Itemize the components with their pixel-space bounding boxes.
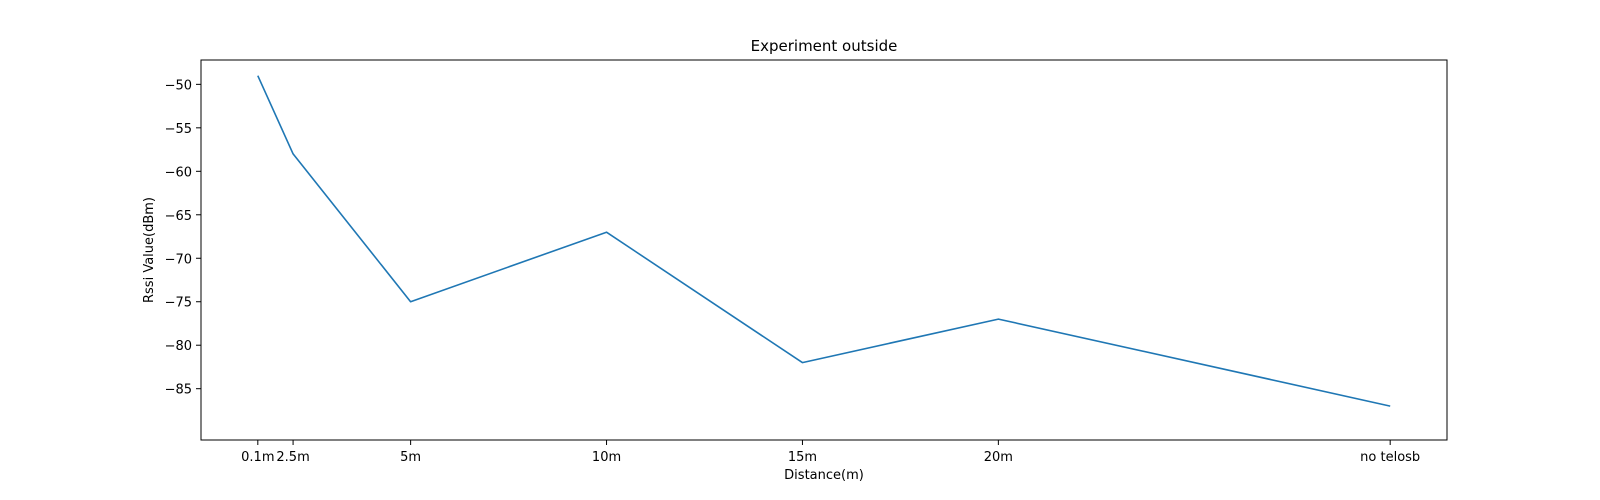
chart-title: Experiment outside — [751, 37, 898, 55]
y-tick-label: −50 — [165, 78, 192, 93]
data-point — [802, 362, 803, 363]
x-tick-label: 2.5m — [276, 450, 309, 465]
y-tick-label: −60 — [165, 165, 192, 180]
data-point — [293, 153, 294, 154]
x-axis: 0.1m 2.5m 5m 10m 15m 20m no telosb — [241, 440, 1420, 465]
y-tick-label: −65 — [165, 209, 192, 224]
y-tick-label: −70 — [165, 252, 192, 267]
x-tick-label: 10m — [592, 450, 621, 465]
series-group — [257, 75, 1391, 407]
x-tick-label: 15m — [788, 450, 817, 465]
y-axis-title: Rssi Value(dBm) — [142, 197, 157, 303]
x-tick-label: 5m — [400, 450, 421, 465]
data-point — [410, 301, 411, 302]
x-axis-title: Distance(m) — [784, 468, 864, 483]
x-tick-label: no telosb — [1360, 450, 1420, 465]
data-point — [998, 319, 999, 320]
y-tick-label: −75 — [165, 296, 192, 311]
y-tick-label: −55 — [165, 122, 192, 137]
data-point — [257, 75, 258, 76]
y-axis: −50 −55 −60 −65 −70 −75 −80 −85 — [165, 78, 201, 398]
y-tick-label: −80 — [165, 339, 192, 354]
data-point — [1390, 406, 1391, 407]
data-point — [606, 232, 607, 233]
x-tick-label: 0.1m — [241, 450, 274, 465]
x-tick-label: 20m — [984, 450, 1013, 465]
y-tick-label: −85 — [165, 383, 192, 398]
series-line — [257, 75, 1391, 407]
plot-frame — [200, 59, 1448, 441]
